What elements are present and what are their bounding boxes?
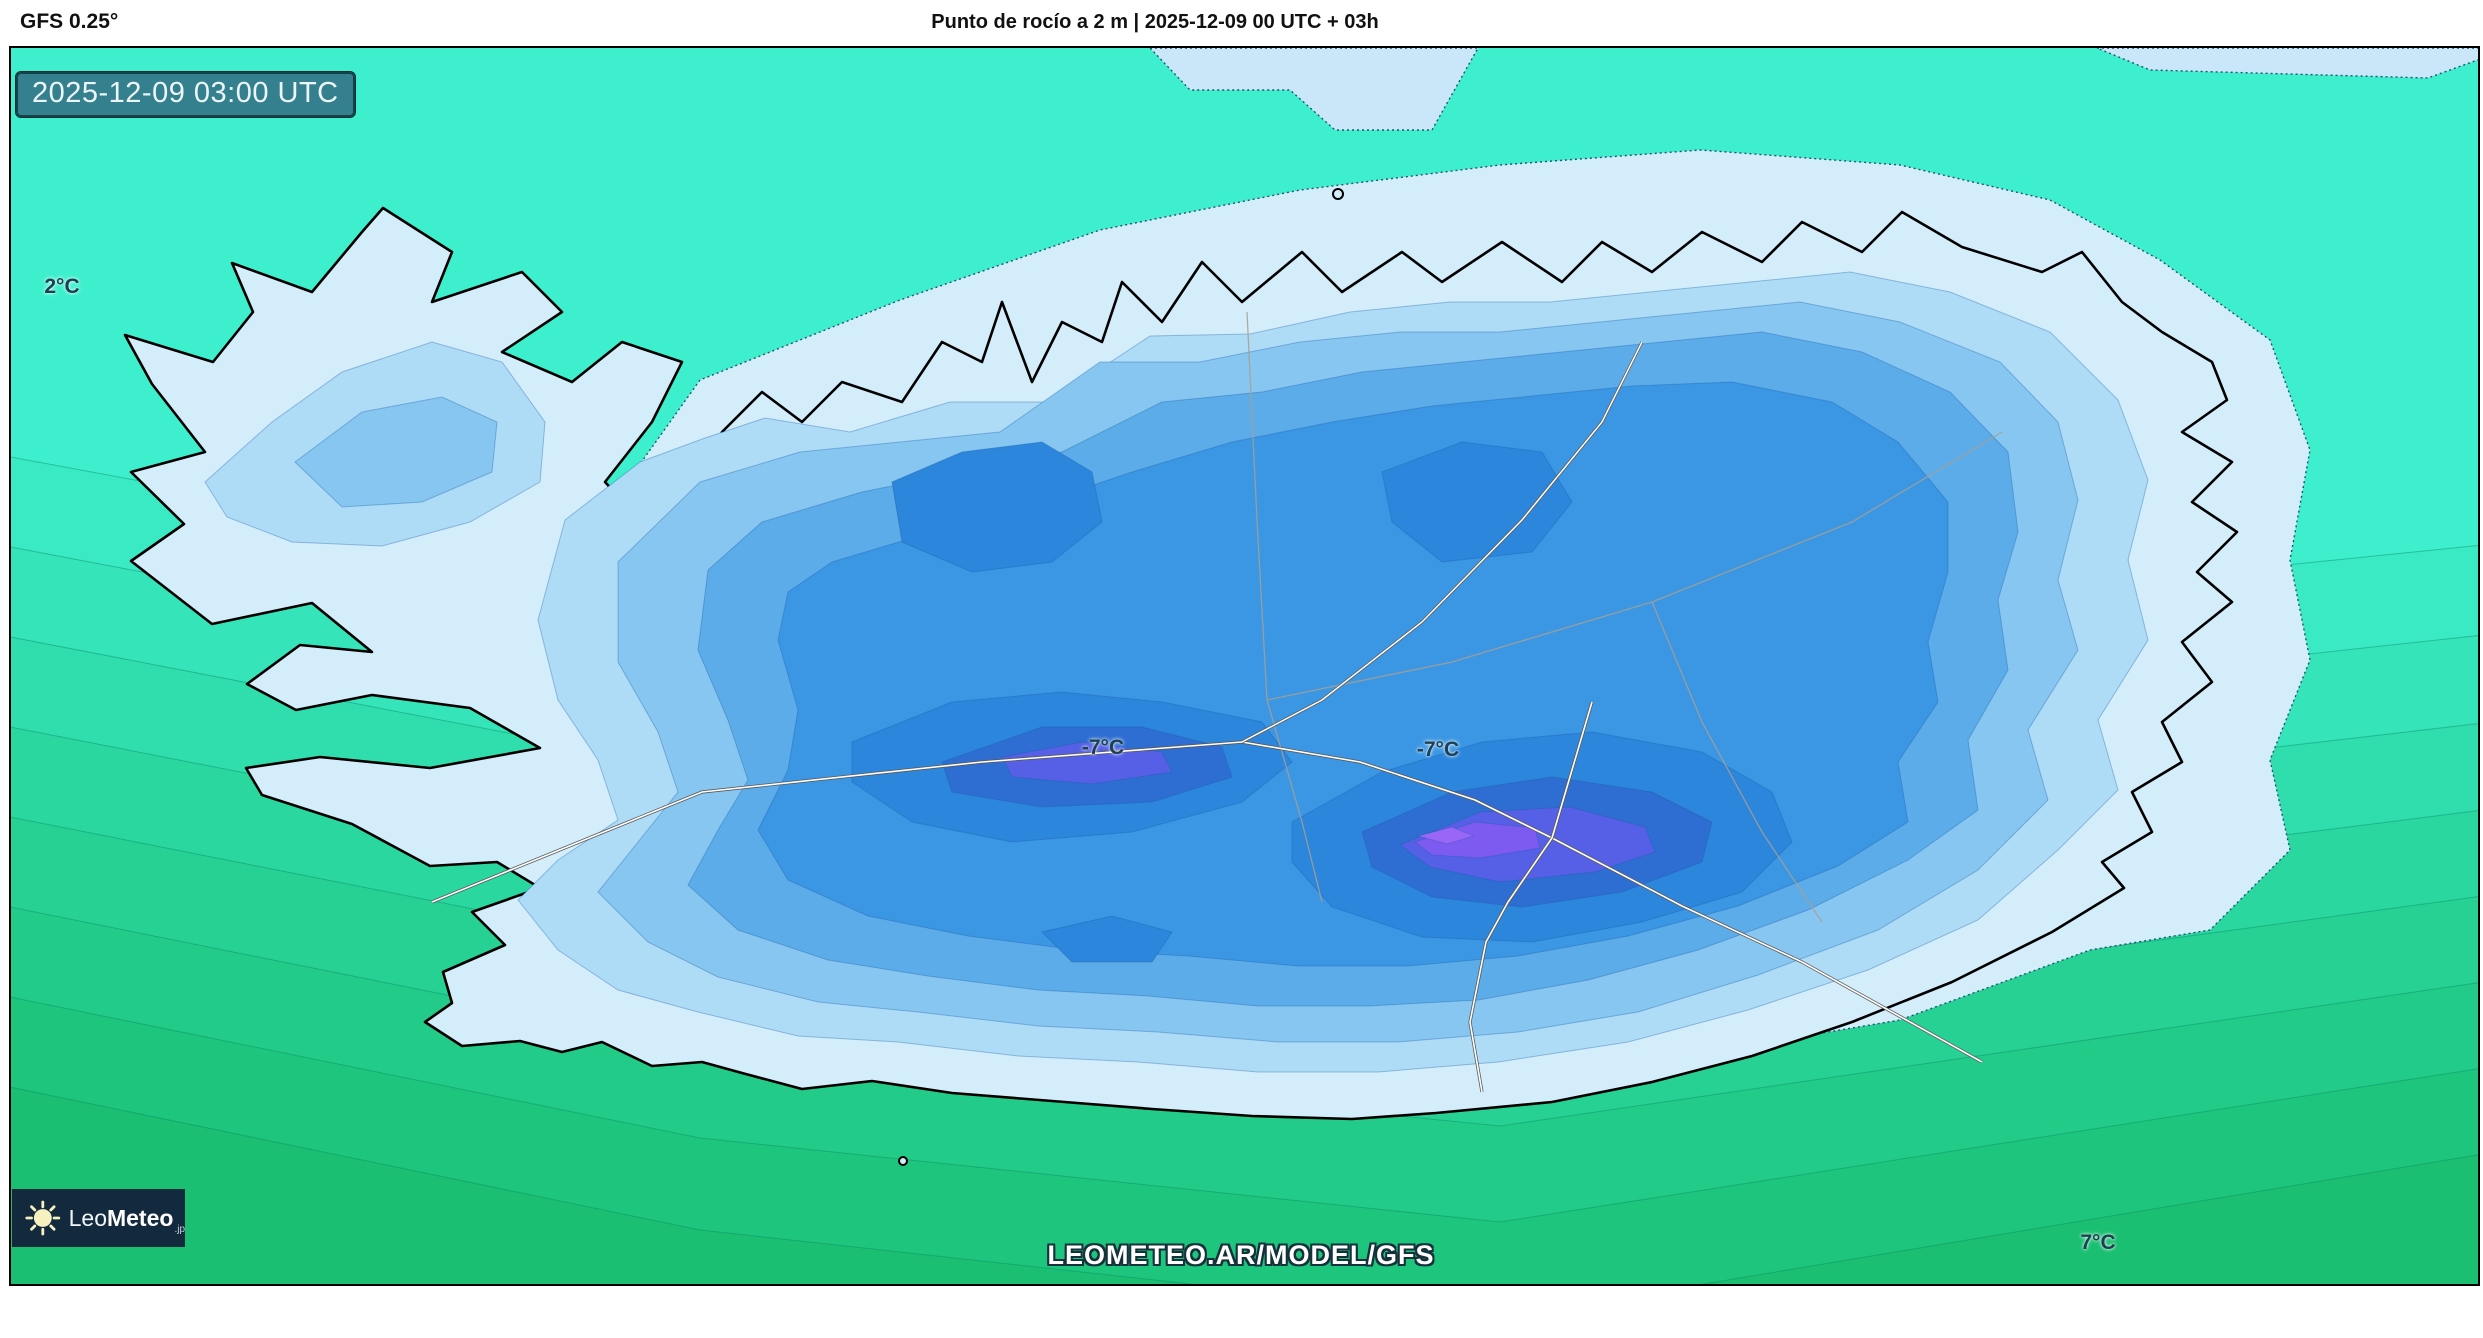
- cold-core-west-outer: [1001, 741, 1173, 785]
- contour-label-interior-east: -7°C: [1416, 738, 1460, 761]
- cold-core-east-mid: [1413, 821, 1541, 859]
- timestamp-badge: 2025-12-09 03:00 UTC: [15, 71, 356, 118]
- footer-bar: -9.20 °C −50−40−30−20−1001020304050 6.70…: [0, 1286, 2483, 1338]
- pale-patch-top-center: [1148, 47, 1480, 131]
- contour-label-ocean-nw: 2°C: [44, 275, 80, 298]
- contour-label-ocean-se: 7°C: [2080, 1231, 2116, 1254]
- band-6-north-pocket: [891, 441, 1103, 573]
- page-title: Punto de rocío a 2 m | 2025-12-09 00 UTC…: [931, 11, 1379, 33]
- contour-label-interior-west: -7°C: [1081, 736, 1125, 759]
- roads: [431, 341, 1983, 1093]
- logo-tld: .jp: [174, 1224, 185, 1235]
- logo-text-bold: Meteo: [106, 1204, 174, 1231]
- site-watermark: LEOMETEO.AR/MODEL/GFS: [1047, 1240, 1435, 1270]
- model-label: GFS 0.25°: [20, 10, 119, 33]
- map-frame: [9, 46, 2480, 1286]
- cold-core-east-center: [1416, 826, 1476, 845]
- islet-south: [898, 1156, 908, 1166]
- islet-north: [1332, 188, 1344, 200]
- ocean-band: [10, 1087, 2479, 1285]
- header-bar: GFS 0.25° Punto de rocío a 2 m | 2025-12…: [0, 0, 2483, 46]
- ocean-band: [10, 997, 2479, 1285]
- sun-icon: [25, 1200, 61, 1236]
- band-3-westfjords: [294, 396, 498, 508]
- band-6-south-pocket: [1041, 915, 1173, 963]
- logo-text-light: Leo: [68, 1204, 107, 1231]
- admin-boundaries: [1246, 311, 2003, 923]
- leometeo-logo: Leo Meteo .jp: [12, 1189, 185, 1247]
- band-6-northeast-pocket: [1381, 441, 1573, 563]
